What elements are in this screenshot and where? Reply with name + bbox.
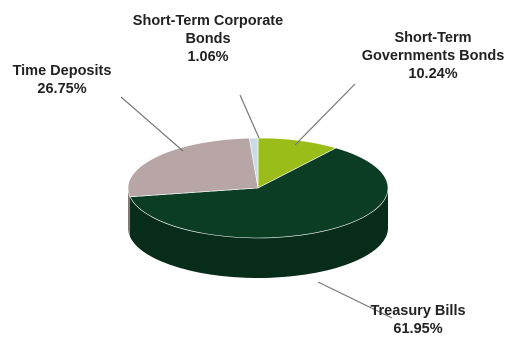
- leader-line-time-deposits: [120, 96, 184, 152]
- slice-name-time-deposits: Time Deposits: [13, 63, 112, 79]
- slice-value-short-term-governments-bonds: 10.24%: [408, 66, 457, 82]
- pie-sides: [128, 188, 388, 279]
- pie-side-treasury-bills: [130, 188, 388, 279]
- slice-value-time-deposits: 26.75%: [37, 81, 86, 97]
- leader-line-short-term-governments-bonds: [294, 83, 356, 146]
- pie-slice-treasury-bills: [129, 147, 389, 239]
- slice-label-time-deposits: Time Deposits 26.75%: [13, 63, 112, 97]
- slice-value-treasury-bills: 61.95%: [393, 321, 442, 337]
- slice-value-short-term-corporate-bonds: 1.06%: [187, 49, 228, 65]
- slice-label-treasury-bills: Treasury Bills 61.95%: [370, 303, 465, 337]
- pie-slice-short-term-corporate-bonds: [248, 137, 259, 189]
- slice-name-short-term-governments-bonds: Governments Bonds: [362, 48, 505, 64]
- leader-line-short-term-corporate-bonds: [239, 94, 260, 139]
- slice-name-treasury-bills: Treasury Bills: [370, 303, 465, 319]
- pie-tops: [127, 137, 389, 239]
- slice-name-short-term-corporate-bonds: Bonds: [185, 31, 230, 47]
- pie-side-time-deposits: [128, 188, 131, 237]
- slice-name-short-term-corporate-bonds: Short-Term Corporate: [133, 13, 283, 29]
- slice-labels: Short-Term Governments Bonds 10.24% Treasur…: [13, 13, 505, 337]
- leader-line-treasury-bills: [317, 281, 393, 319]
- slice-label-short-term-governments-bonds: Short-Term Governments Bonds 10.24%: [362, 30, 505, 82]
- slice-label-short-term-corporate-bonds: Short-Term Corporate Bonds 1.06%: [133, 13, 283, 65]
- leader-lines: [120, 83, 393, 319]
- pie-slice-time-deposits: [127, 137, 259, 198]
- slice-name-short-term-governments-bonds: Short-Term: [394, 30, 471, 46]
